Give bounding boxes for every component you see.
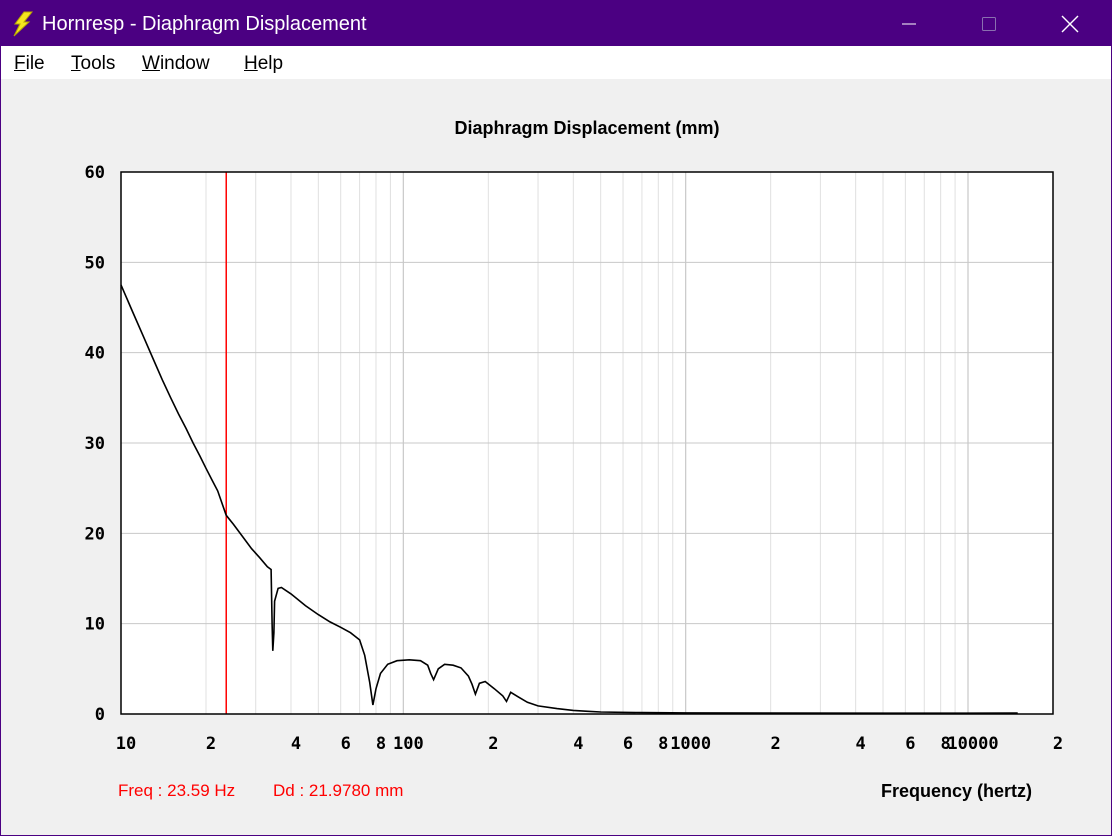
y-tick-label: 50 [85, 253, 105, 273]
y-tick-label: 10 [85, 615, 105, 635]
x-tick-label: 8 [941, 734, 951, 754]
lightning-bolt-icon [13, 11, 33, 37]
displacement-chart[interactable]: Diaphragm Displacement (mm) 0 10 20 30 40 50 60… [1, 79, 1111, 835]
chart-title: Diaphragm Displacement (mm) [454, 118, 719, 138]
x-axis-label: Frequency (hertz) [881, 781, 1033, 801]
x-tick-label: 6 [341, 734, 351, 754]
displacement-series-line [120, 284, 1018, 714]
x-tick-label: 2 [488, 734, 498, 754]
menu-window[interactable]: Window [142, 53, 210, 74]
x-tick-label: 6 [623, 734, 633, 754]
close-icon [1061, 15, 1079, 32]
frequency-readout: Freq : 23.59 Hz [118, 781, 236, 800]
x-tick-label: 1000 [670, 734, 711, 754]
menu-bar: File Tools Window Help [1, 46, 1111, 79]
x-tick-label: 8 [376, 734, 386, 754]
window-title: Hornresp - Diaphragm Displacement [42, 13, 367, 35]
y-tick-label: 0 [95, 705, 105, 725]
x-tick-label: 2 [206, 734, 216, 754]
x-tick-label: 100 [393, 734, 424, 754]
x-tick-label: 10 [116, 734, 136, 754]
x-tick-label: 2 [1053, 734, 1063, 754]
title-bar[interactable]: Hornresp - Diaphragm Displacement [1, 1, 1111, 46]
minimize-icon [902, 23, 916, 24]
minimize-button[interactable] [869, 1, 949, 46]
y-tick-label: 60 [85, 163, 105, 183]
x-tick-label: 10000 [947, 734, 998, 754]
close-button[interactable] [1030, 1, 1110, 46]
menu-tools[interactable]: Tools [71, 53, 116, 74]
y-tick-label: 40 [85, 344, 105, 364]
plot-frame [120, 171, 1054, 715]
maximize-icon [982, 16, 996, 31]
y-tick-label: 30 [85, 434, 105, 454]
x-tick-label: 6 [905, 734, 915, 754]
x-tick-label: 4 [573, 734, 583, 754]
maximize-button[interactable] [949, 1, 1029, 46]
x-tick-label: 2 [771, 734, 781, 754]
x-tick-label: 4 [291, 734, 301, 754]
chart-area[interactable]: Diaphragm Displacement (mm) 0 10 20 30 40 50 60… [1, 79, 1111, 835]
menu-help[interactable]: Help [244, 53, 284, 74]
x-tick-label: 4 [856, 734, 866, 754]
y-tick-label: 20 [85, 524, 105, 544]
x-tick-label: 8 [658, 734, 668, 754]
menu-file[interactable]: File [14, 53, 45, 74]
displacement-readout: Dd : 21.9780 mm [273, 781, 404, 800]
